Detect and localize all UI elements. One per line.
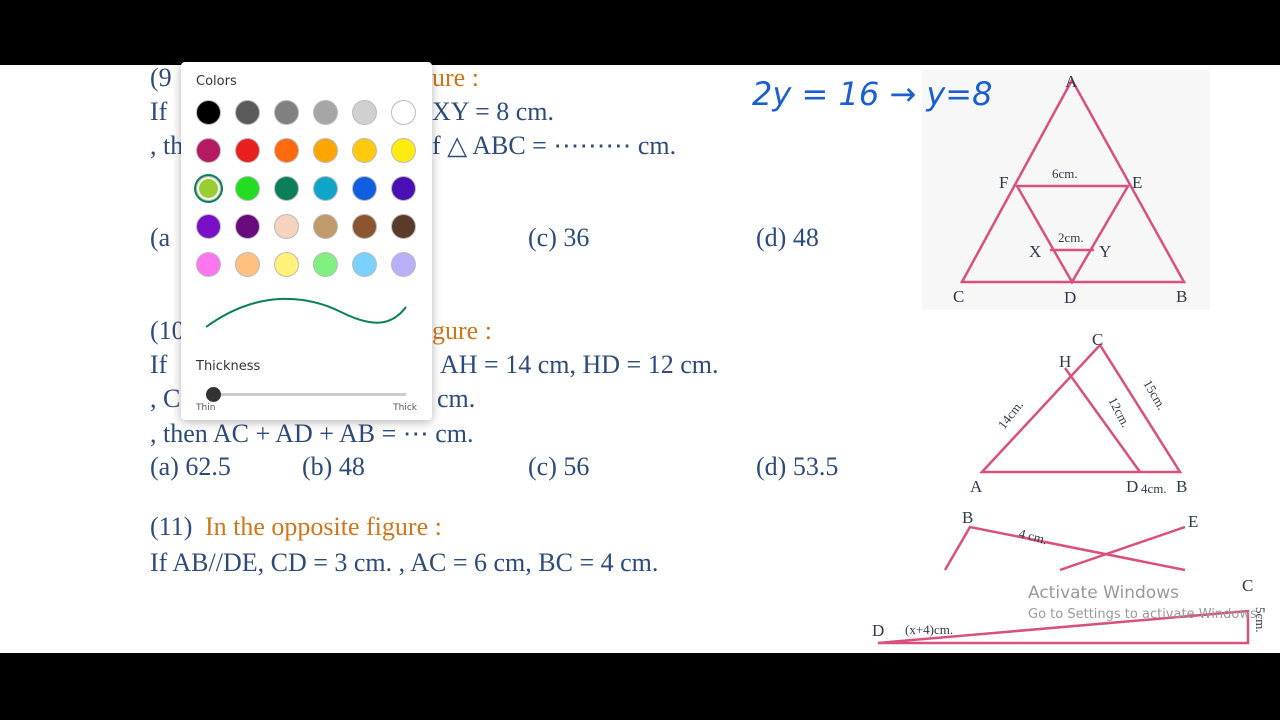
label: E: [1188, 512, 1198, 531]
figure1-lines: [959, 77, 1187, 285]
color-swatch[interactable]: [313, 214, 338, 239]
text: f △ ABC = ⋯⋯⋯ cm.: [432, 131, 677, 160]
label: D: [1064, 288, 1076, 307]
figure2-lines: [979, 342, 1183, 474]
watermark: Go to Settings to activate Windows.: [1028, 607, 1261, 622]
thick-label: Thick: [393, 403, 417, 413]
color-swatch[interactable]: [391, 214, 416, 239]
label: Y: [1099, 242, 1111, 261]
preview-curve: [205, 297, 407, 328]
label: B: [1176, 287, 1187, 306]
label: F: [999, 173, 1008, 192]
color-swatch[interactable]: [274, 252, 299, 277]
slider-thumb[interactable]: [206, 387, 221, 402]
label: 5cm.: [1253, 607, 1268, 633]
color-swatch[interactable]: [352, 138, 377, 163]
color-swatch[interactable]: [313, 100, 338, 125]
label: (x+4)cm.: [905, 622, 953, 637]
text: If AB//DE, CD = 3 cm. , AC = 6 cm, BC = …: [150, 548, 659, 577]
text: AH = 14 cm, HD = 12 cm.: [440, 350, 719, 379]
color-swatch[interactable]: [313, 176, 338, 201]
color-swatch[interactable]: [196, 138, 221, 163]
color-swatch[interactable]: [313, 252, 338, 277]
text: If: [150, 97, 168, 126]
question-number: (11): [150, 512, 193, 541]
figure3: [877, 525, 1250, 645]
handwriting: 2y = 16 → y=8: [752, 75, 992, 113]
color-swatch[interactable]: [235, 176, 260, 201]
label: 4 cm.: [1017, 525, 1049, 547]
color-picker: Colors Thickness Thin Thick: [181, 62, 432, 420]
color-swatch[interactable]: [274, 176, 299, 201]
color-swatch[interactable]: [196, 100, 221, 125]
option: (d) 53.5: [756, 452, 839, 481]
label: C: [1242, 576, 1253, 595]
color-swatch[interactable]: [391, 100, 416, 125]
slider-track[interactable]: [206, 393, 406, 396]
color-swatch[interactable]: [235, 138, 260, 163]
color-swatch[interactable]: [391, 176, 416, 201]
label: D: [1126, 477, 1138, 496]
option: (b) 48: [302, 452, 365, 481]
option: (a: [150, 223, 171, 252]
figure1: [959, 77, 1187, 285]
text: cm.: [437, 384, 476, 413]
figure2: [979, 342, 1183, 474]
thickness-label: Thickness: [196, 359, 261, 374]
text: , C: [150, 384, 181, 413]
option: (c) 56: [528, 452, 590, 481]
text: , then AC + AD + AB = ⋯ cm.: [150, 419, 474, 448]
option: (d) 48: [756, 223, 819, 252]
color-swatch[interactable]: [391, 252, 416, 277]
text: XY = 8 cm.: [432, 97, 555, 126]
stroke-preview: [205, 297, 407, 328]
heading: ure :: [432, 65, 479, 92]
question-number: (10: [150, 316, 185, 345]
option: (a) 62.5: [150, 452, 231, 481]
color-swatch[interactable]: [235, 252, 260, 277]
text: If: [150, 350, 168, 379]
label: 6cm.: [1052, 166, 1078, 181]
label: C: [1092, 330, 1103, 349]
color-swatch[interactable]: [196, 252, 221, 277]
label: 4cm.: [1141, 481, 1167, 496]
label: H: [1059, 352, 1071, 371]
color-swatch[interactable]: [196, 176, 221, 201]
watermark: Activate Windows: [1028, 583, 1179, 603]
color-swatch[interactable]: [274, 100, 299, 125]
label: A: [1065, 72, 1078, 91]
label: B: [962, 508, 973, 527]
label: B: [1176, 477, 1187, 496]
picker-title: Colors: [196, 74, 237, 89]
figures: A B C D E F X Y 6cm. 2cm. A B C D H 14cm…: [752, 70, 1268, 645]
color-swatch[interactable]: [196, 214, 221, 239]
text: , th: [150, 131, 184, 160]
option: (c) 36: [528, 223, 590, 252]
label: 14cm.: [995, 397, 1027, 432]
label: 12cm.: [1105, 394, 1133, 429]
thin-label: Thin: [196, 403, 216, 413]
figure3-lines: [877, 525, 1250, 645]
heading: In the opposite figure :: [205, 512, 442, 541]
color-swatch[interactable]: [313, 138, 338, 163]
label: 15cm.: [1140, 377, 1169, 412]
label: C: [953, 287, 964, 306]
color-swatch[interactable]: [274, 214, 299, 239]
color-swatch[interactable]: [352, 214, 377, 239]
label: E: [1132, 173, 1142, 192]
color-swatch[interactable]: [235, 214, 260, 239]
color-swatch[interactable]: [352, 252, 377, 277]
color-swatch[interactable]: [352, 100, 377, 125]
color-swatch[interactable]: [274, 138, 299, 163]
label: X: [1029, 242, 1041, 261]
color-swatch[interactable]: [235, 100, 260, 125]
heading: gure :: [432, 316, 492, 345]
label: A: [970, 477, 983, 496]
label: 2cm.: [1058, 230, 1084, 245]
color-swatch[interactable]: [391, 138, 416, 163]
question-number: (9: [150, 65, 172, 92]
label: D: [872, 621, 884, 640]
color-swatch[interactable]: [352, 176, 377, 201]
